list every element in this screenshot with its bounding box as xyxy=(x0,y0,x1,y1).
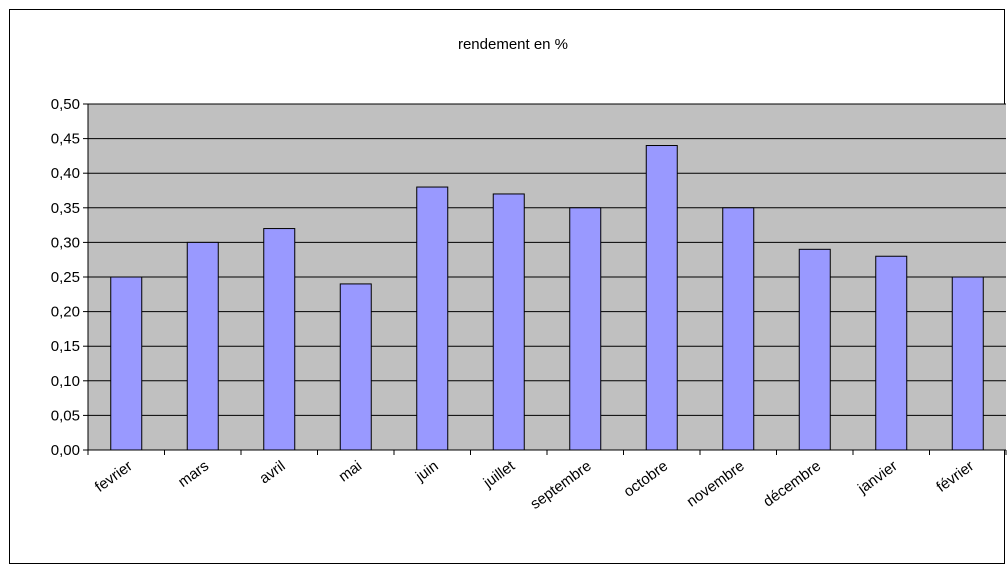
x-tick-label: janvier xyxy=(854,457,901,497)
bar xyxy=(875,255,908,451)
y-tick-label: 0,30 xyxy=(51,234,80,251)
bar xyxy=(722,207,755,451)
x-tick-label: novembre xyxy=(684,457,748,510)
bar xyxy=(798,248,831,451)
bar xyxy=(110,276,143,451)
x-tick-label: septembre xyxy=(527,457,594,512)
x-tick-label: octobre xyxy=(621,457,671,500)
x-tick-label: décembre xyxy=(760,457,824,510)
y-tick-label: 0,15 xyxy=(51,338,80,355)
y-tick-label: 0,20 xyxy=(51,304,80,321)
x-tick-label: mars xyxy=(175,457,212,490)
y-tick-label: 0,25 xyxy=(51,269,80,286)
y-tick-label: 0,45 xyxy=(51,131,80,148)
bar xyxy=(492,193,525,451)
y-tick-label: 0,05 xyxy=(51,407,80,424)
x-tick-label: avril xyxy=(256,457,288,487)
bar xyxy=(416,186,449,451)
bar xyxy=(569,207,602,451)
chart-title: rendement en % xyxy=(457,36,569,53)
x-tick-label: fevrier xyxy=(92,457,136,495)
y-tick-label: 0,50 xyxy=(51,96,80,113)
x-tick-label: juin xyxy=(412,457,442,485)
bar xyxy=(645,145,678,451)
y-tick-label: 0,00 xyxy=(51,442,80,459)
bar xyxy=(951,276,984,451)
bar xyxy=(263,228,296,451)
bar xyxy=(186,241,219,451)
y-tick-label: 0,40 xyxy=(51,165,80,182)
y-tick-label: 0,10 xyxy=(51,373,80,390)
x-tick-label: février xyxy=(933,457,977,495)
x-tick-label: juillet xyxy=(480,457,519,492)
bar xyxy=(339,283,372,451)
y-tick-label: 0,35 xyxy=(51,200,80,217)
x-tick-label: mai xyxy=(336,457,366,485)
